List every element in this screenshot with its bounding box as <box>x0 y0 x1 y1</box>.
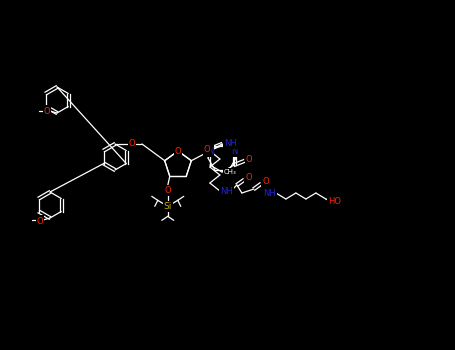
Text: CH₃: CH₃ <box>223 169 237 175</box>
Text: N: N <box>231 147 238 155</box>
Text: N: N <box>207 147 213 155</box>
Text: O: O <box>204 146 210 154</box>
Text: HO: HO <box>329 196 341 205</box>
Text: O: O <box>246 154 253 163</box>
Text: O: O <box>129 140 135 148</box>
Text: O: O <box>37 217 43 225</box>
Text: Si: Si <box>164 202 172 211</box>
Text: NH: NH <box>224 139 237 147</box>
Text: O: O <box>164 186 171 195</box>
Text: O: O <box>44 106 51 116</box>
Text: NH: NH <box>221 187 233 196</box>
Text: O: O <box>263 177 269 187</box>
Text: O: O <box>175 147 181 155</box>
Text: O: O <box>246 174 252 182</box>
Text: NH: NH <box>263 189 276 197</box>
